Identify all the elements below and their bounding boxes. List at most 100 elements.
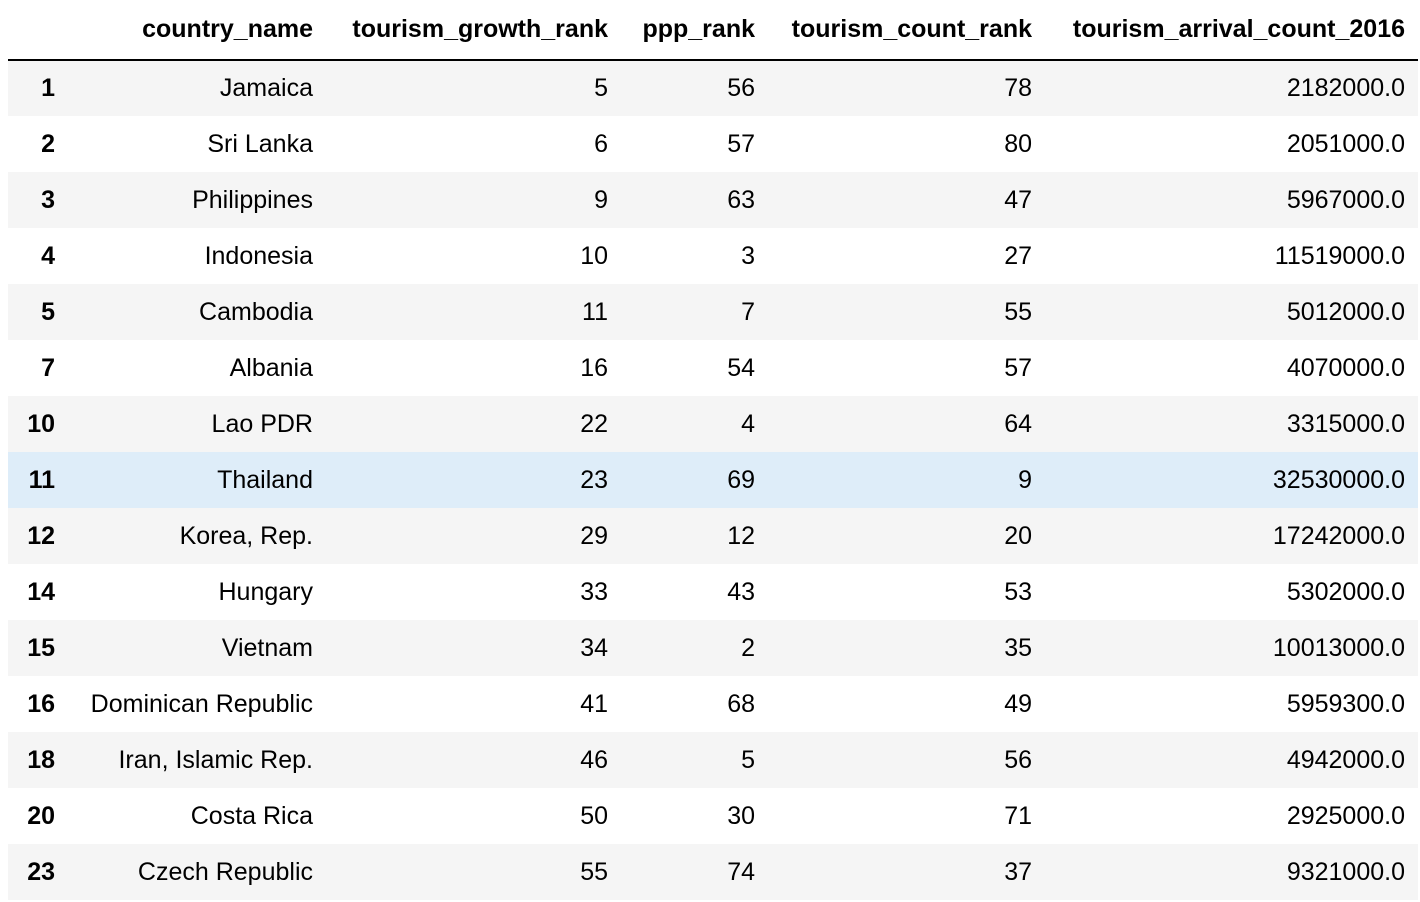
country-name-cell: Sri Lanka (207, 129, 313, 158)
table-row: 16 Dominican Republic 41 68 49 5959300.0 (8, 676, 1418, 732)
tourism-count-rank-cell: 78 (1004, 74, 1032, 102)
ppp-rank-cell: 74 (727, 857, 755, 886)
tourism-arrival-count-cell: 5959300.0 (1286, 689, 1405, 718)
row-index: 15 (27, 633, 55, 662)
tourism-arrival-count-cell: 5302000.0 (1286, 577, 1405, 606)
row-index: 18 (27, 745, 55, 774)
row-index: 7 (41, 353, 55, 382)
tourism-growth-rank-cell: 11 (582, 297, 608, 326)
header-row: country_name tourism_growth_rank ppp_ran… (8, 0, 1418, 61)
row-index: 2 (41, 129, 55, 158)
tourism-count-rank-cell: 57 (1004, 353, 1032, 382)
table-row: 5 Cambodia 11 7 55 5012000.0 (8, 284, 1418, 340)
ppp-rank-cell: 4 (741, 409, 755, 438)
tourism-arrival-count-cell: 4942000.0 (1286, 745, 1405, 774)
tourism-growth-rank-cell: 50 (580, 801, 608, 830)
tourism-arrival-count-cell: 5012000.0 (1286, 297, 1405, 326)
country-name-cell: Hungary (218, 577, 314, 606)
tourism-count-rank-cell: 53 (1004, 577, 1032, 606)
tourism-count-rank-cell: 47 (1004, 185, 1032, 214)
country-name-cell: Dominican Republic (90, 689, 313, 718)
tourism-arrival-count-cell: 32530000.0 (1272, 465, 1405, 494)
tourism-growth-rank-cell: 41 (580, 689, 608, 718)
tourism-growth-rank-cell: 6 (594, 129, 608, 158)
tourism-count-rank-cell: 56 (1004, 745, 1032, 774)
ppp-rank-cell: 56 (727, 74, 755, 102)
tourism-count-rank-cell: 35 (1004, 633, 1032, 662)
tourism-arrival-count-cell: 10013000.0 (1272, 633, 1405, 662)
ppp-rank-cell: 2 (741, 633, 755, 662)
tourism-count-rank-cell: 55 (1004, 297, 1032, 326)
table-row: 4 Indonesia 10 3 27 11519000.0 (8, 228, 1418, 284)
tourism-growth-rank-cell: 10 (580, 241, 608, 270)
row-index: 3 (41, 185, 55, 214)
ppp-rank-cell: 3 (741, 241, 755, 270)
table-body: 1 Jamaica 5 56 78 2182000.0 2 Sri Lanka 6 57 80 205… (8, 60, 1418, 900)
table-row: 3 Philippines 9 63 47 5967000.0 (8, 172, 1418, 228)
country-name-cell: Thailand (217, 465, 313, 494)
country-name-cell: Lao PDR (211, 409, 313, 438)
column-header-tourism-count-rank: tourism_count_rank (768, 0, 1045, 61)
table-row: 12 Korea, Rep. 29 12 20 17242000.0 (8, 508, 1418, 564)
country-name-cell: Jamaica (219, 74, 313, 102)
tourism-growth-rank-cell: 33 (580, 577, 608, 606)
row-index: 23 (27, 857, 55, 886)
country-name-cell: Costa Rica (190, 801, 313, 830)
row-index: 11 (28, 465, 55, 494)
ppp-rank-cell: 12 (727, 521, 755, 550)
tourism-growth-rank-cell: 29 (580, 521, 608, 550)
tourism-count-rank-cell: 9 (1018, 465, 1032, 494)
ppp-rank-cell: 57 (727, 129, 755, 158)
index-column-header (8, 0, 68, 61)
tourism-growth-rank-cell: 9 (594, 185, 608, 214)
tourism-count-rank-cell: 49 (1004, 689, 1032, 718)
ppp-rank-cell: 68 (727, 689, 755, 718)
ppp-rank-cell: 63 (727, 185, 755, 214)
tourism-arrival-count-cell: 3315000.0 (1286, 409, 1405, 438)
dataframe-table: country_name tourism_growth_rank ppp_ran… (8, 0, 1418, 900)
table-row: 10 Lao PDR 22 4 64 3315000.0 (8, 396, 1418, 452)
table-row: 11 Thailand 23 69 9 32530000.0 (8, 452, 1418, 508)
row-index: 14 (27, 577, 55, 606)
tourism-count-rank-cell: 80 (1004, 129, 1032, 158)
country-name-cell: Czech Republic (137, 857, 313, 886)
tourism-count-rank-cell: 64 (1004, 409, 1032, 438)
country-name-cell: Indonesia (204, 241, 313, 270)
tourism-count-rank-cell: 20 (1004, 521, 1032, 550)
tourism-growth-rank-cell: 46 (580, 745, 608, 774)
tourism-arrival-count-cell: 9321000.0 (1286, 857, 1405, 886)
ppp-rank-cell: 54 (727, 353, 755, 382)
table-row: 23 Czech Republic 55 74 37 9321000.0 (8, 844, 1418, 900)
tourism-arrival-count-cell: 2051000.0 (1286, 129, 1405, 158)
country-name-cell: Vietnam (221, 633, 313, 662)
column-header-country-name: country_name (68, 0, 326, 61)
row-index: 12 (27, 521, 55, 550)
table-header: country_name tourism_growth_rank ppp_ran… (8, 0, 1418, 61)
tourism-count-rank-cell: 37 (1004, 857, 1032, 886)
table-row: 15 Vietnam 34 2 35 10013000.0 (8, 620, 1418, 676)
country-name-cell: Albania (229, 353, 313, 382)
table-row: 20 Costa Rica 50 30 71 2925000.0 (8, 788, 1418, 844)
tourism-growth-rank-cell: 34 (580, 633, 608, 662)
table-row: 18 Iran, Islamic Rep. 46 5 56 4942000.0 (8, 732, 1418, 788)
tourism-arrival-count-cell: 5967000.0 (1286, 185, 1405, 214)
ppp-rank-cell: 43 (727, 577, 755, 606)
ppp-rank-cell: 7 (741, 297, 755, 326)
ppp-rank-cell: 5 (741, 745, 755, 774)
table-row: 2 Sri Lanka 6 57 80 2051000.0 (8, 116, 1418, 172)
tourism-growth-rank-cell: 55 (580, 857, 608, 886)
country-name-cell: Cambodia (199, 297, 313, 326)
row-index: 5 (41, 297, 55, 326)
tourism-arrival-count-cell: 11519000.0 (1274, 241, 1405, 270)
row-index: 1 (41, 74, 55, 102)
tourism-arrival-count-cell: 17242000.0 (1272, 521, 1405, 550)
tourism-growth-rank-cell: 23 (580, 465, 608, 494)
country-name-cell: Philippines (192, 185, 313, 214)
table-row: 14 Hungary 33 43 53 5302000.0 (8, 564, 1418, 620)
tourism-arrival-count-cell: 2182000.0 (1286, 74, 1405, 102)
column-header-tourism-arrival-count-2016: tourism_arrival_count_2016 (1045, 0, 1418, 61)
tourism-count-rank-cell: 71 (1004, 801, 1032, 830)
row-index: 16 (27, 689, 55, 718)
table-row: 7 Albania 16 54 57 4070000.0 (8, 340, 1418, 396)
tourism-growth-rank-cell: 5 (594, 74, 608, 102)
